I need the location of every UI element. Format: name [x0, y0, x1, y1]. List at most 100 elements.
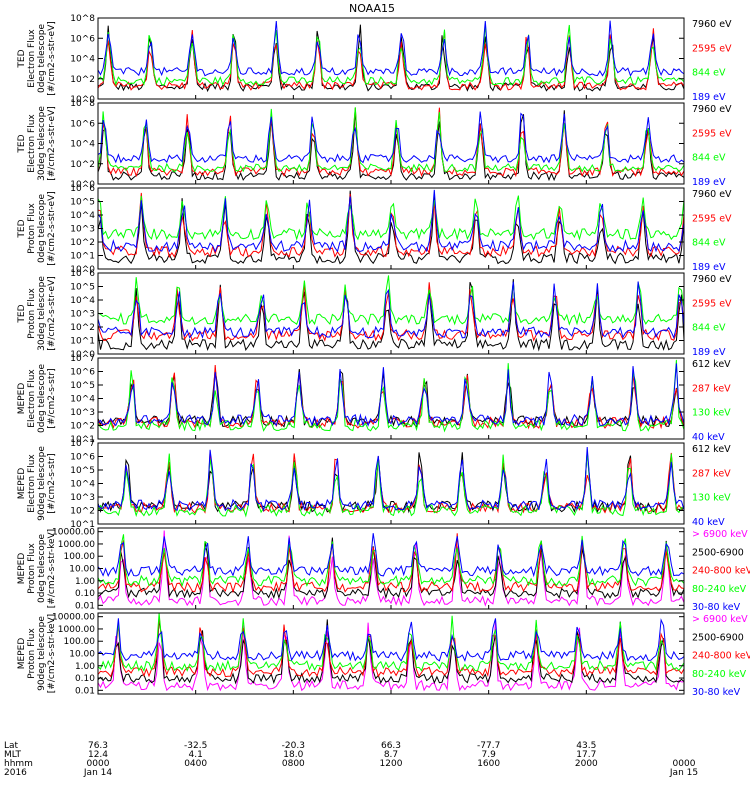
y-tick-label: 100.00 [64, 552, 96, 562]
x-row-label: MLT [4, 750, 22, 760]
legend-entry: 130 keV [692, 493, 731, 504]
x-row-label: Lat [4, 741, 19, 751]
y-tick-label: 10^6 [70, 368, 95, 378]
y-tick-label: 10^4 [70, 480, 95, 490]
y-label-line: Electron Flux [27, 369, 37, 428]
y-label-line: TED [17, 49, 27, 68]
y-label-line: [#/cm2-s-str-eV] [47, 276, 57, 351]
y-label-line: Electron Flux [27, 454, 37, 513]
series-line [97, 533, 685, 594]
y-label-line: TED [17, 219, 27, 238]
legend-entry: 189 eV [692, 177, 726, 188]
series-line [97, 282, 685, 342]
legend-entry: 844 eV [692, 323, 726, 334]
x-tick-label: 8.7 [384, 750, 398, 760]
series-line [97, 279, 685, 352]
y-label-line: MEPED [17, 383, 27, 415]
y-tick-label: 10^2 [70, 75, 95, 85]
x-tick-label: Jan 15 [669, 768, 698, 778]
series-line [97, 359, 685, 433]
y-tick-label: 10^6 [70, 184, 95, 194]
y-tick-label: 10^4 [70, 395, 95, 405]
y-tick-label: 10^3 [70, 493, 95, 503]
y-label-line: [#/cm2-s-str-eV] [47, 21, 57, 96]
legend-entry: 240-800 keV [692, 651, 750, 662]
x-tick-label: 1200 [380, 759, 403, 769]
y-tick-label: 10^6 [70, 34, 95, 44]
y-label-line: TED [17, 134, 27, 153]
y-tick-label: 10^6 [70, 453, 95, 463]
legend-entry: 2595 eV [692, 128, 732, 139]
y-tick-label: 10^1 [70, 252, 95, 262]
legend-entry: 30-80 keV [692, 687, 741, 698]
series-line [97, 275, 685, 326]
x-tick-label: 66.3 [381, 741, 401, 751]
x-tick-label: -77.7 [477, 741, 500, 751]
legend-entry: 189 eV [692, 92, 726, 103]
y-axis-label: MEPED Proton Flux 0deg telescope [#/cm2-s-s… [17, 529, 57, 608]
y-tick-label: 10^0 [70, 95, 95, 105]
legend-entry: 130 keV [692, 408, 731, 419]
x-tick-label: 76.3 [88, 741, 108, 751]
series-line [97, 612, 685, 672]
legend-entry: > 6900 keV [692, 529, 748, 540]
legend-entry: 844 eV [692, 68, 726, 79]
y-label-line: 90deg telescope [37, 446, 47, 521]
series-line [97, 192, 685, 259]
x-tick-label: 18.0 [283, 750, 303, 760]
panel-2: 10^0 10^2 10^4 10^6 10^8 TED Electron Flux 30de… [17, 99, 732, 190]
y-label-line: Electron Flux [27, 29, 37, 88]
y-label-line: [#/cm2-s-str-keV] [47, 614, 57, 693]
y-label-line: 30deg telescope [37, 276, 47, 351]
series-line [97, 107, 685, 178]
series-line [97, 190, 685, 265]
y-tick-label: 10^1 [70, 520, 95, 530]
y-axis-label: MEPED Electron Flux 90deg telescope [#/cm2-… [17, 446, 57, 521]
legend-entry: 612 keV [692, 444, 731, 455]
series-line [97, 107, 685, 173]
y-tick-label: 0.01 [75, 601, 95, 611]
x-tick-label: 0000 [87, 759, 110, 769]
legend-entry: 612 keV [692, 359, 731, 370]
y-tick-label: 1.00 [75, 577, 95, 587]
x-row-label: hhmm [4, 759, 33, 769]
x-tick-label: Jan 14 [83, 768, 112, 778]
y-tick-label: 10^0 [70, 350, 95, 360]
y-tick-label: 10^4 [70, 296, 95, 306]
x-tick-label: 0000 [673, 759, 696, 769]
y-tick-label: 10^2 [70, 422, 95, 432]
y-tick-label: 10^3 [70, 408, 95, 418]
chart-title: NOAA15 [349, 2, 395, 15]
y-tick-label: 1000.00 [58, 540, 95, 550]
y-tick-label: 0.01 [75, 686, 95, 696]
y-tick-label: 10^8 [70, 14, 95, 24]
x-tick-label: 1600 [477, 759, 500, 769]
y-tick-label: 10^3 [70, 310, 95, 320]
legend-entry: 2595 eV [692, 43, 732, 54]
y-label-line: [#/cm2-s-str] [47, 368, 57, 428]
y-tick-label: 1.00 [75, 662, 95, 672]
panel-frame [97, 17, 685, 100]
legend-entry: 7960 eV [692, 104, 732, 115]
series-line [97, 20, 685, 77]
x-tick-label: 2000 [575, 759, 598, 769]
series-line [97, 363, 685, 428]
legend-entry: 7960 eV [692, 19, 732, 30]
y-label-line: 0deg telescope [37, 24, 47, 94]
y-tick-label: 10^6 [70, 269, 95, 279]
legend-entry: 80-240 keV [692, 584, 747, 595]
y-label-line: [#/cm2-s-str-keV] [47, 529, 57, 608]
y-label-line: Proton Flux [27, 203, 37, 254]
y-label-line: MEPED [17, 638, 27, 670]
legend-entry: 2595 eV [692, 213, 732, 224]
legend-entry: 7960 eV [692, 274, 732, 285]
y-label-line: [#/cm2-s-str-eV] [47, 191, 57, 266]
y-label-line: 0deg telescope [37, 534, 47, 604]
series-line [97, 24, 685, 87]
y-label-line: 30deg telescope [37, 106, 47, 181]
y-label-line: 0deg telescope [37, 364, 47, 434]
x-tick-label: 17.7 [576, 750, 596, 760]
panel-1: 10^0 10^2 10^4 10^6 10^8 TED Electron Flux 0deg… [17, 14, 732, 105]
y-tick-label: 1000.00 [58, 625, 95, 635]
